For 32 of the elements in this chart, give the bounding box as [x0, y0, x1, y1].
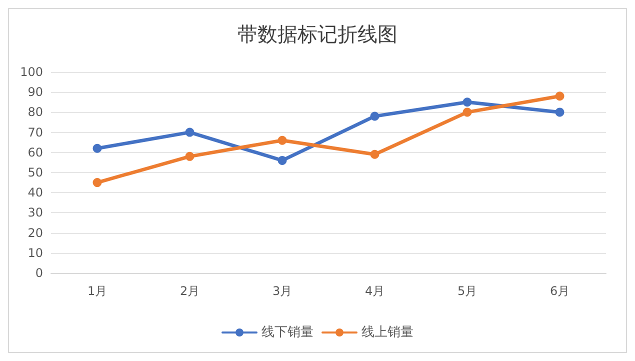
x-tick-label: 4月	[364, 284, 385, 298]
y-tick-label: 10	[28, 246, 43, 260]
point	[185, 128, 194, 137]
x-tick-label: 6月	[550, 284, 570, 298]
x-tick-label: 5月	[457, 284, 478, 298]
y-tick-label: 40	[28, 186, 43, 200]
y-tick-label: 90	[28, 85, 43, 100]
y-tick-label: 20	[28, 226, 43, 240]
x-tick-label: 3月	[272, 284, 292, 298]
point	[278, 156, 287, 165]
point	[92, 178, 102, 188]
point	[555, 108, 564, 117]
y-tick-label: 50	[28, 166, 43, 180]
point	[92, 144, 102, 153]
point	[462, 108, 472, 117]
y-tick-label: 80	[28, 105, 43, 120]
legend-label: 线下销量	[262, 325, 314, 340]
y-tick-label: 30	[28, 206, 43, 220]
point	[370, 150, 380, 159]
x-tick-label: 1月	[87, 284, 108, 298]
y-tick-label: 100	[20, 65, 43, 79]
y-tick-label: 70	[28, 125, 43, 140]
y-tick-label: 0	[35, 266, 43, 280]
point	[185, 152, 194, 161]
chart-title: 带数据标记折线图	[238, 22, 398, 46]
point	[462, 98, 472, 107]
y-tick-label: 60	[28, 145, 43, 160]
point	[370, 112, 380, 121]
x-tick-label: 2月	[180, 284, 200, 298]
point	[278, 136, 287, 145]
point	[555, 92, 564, 101]
legend-label: 线上销量	[362, 325, 414, 340]
